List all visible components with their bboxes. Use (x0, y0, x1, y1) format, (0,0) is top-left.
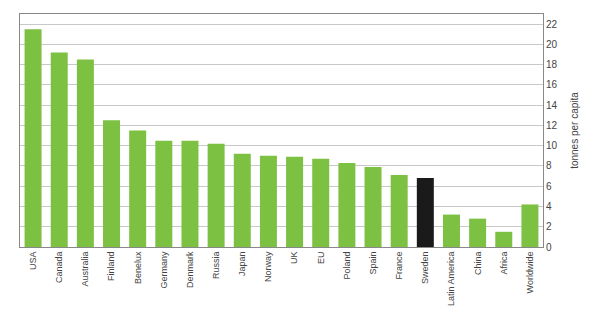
svg-text:6: 6 (546, 181, 552, 192)
svg-text:tonnes per capita: tonnes per capita (569, 92, 580, 169)
svg-text:4: 4 (546, 201, 552, 212)
svg-text:0: 0 (546, 242, 552, 253)
svg-text:France: France (394, 252, 404, 280)
svg-text:USA: USA (28, 252, 38, 271)
svg-text:12: 12 (546, 120, 558, 131)
svg-text:20: 20 (546, 39, 558, 50)
svg-text:Benelux: Benelux (133, 251, 143, 284)
svg-text:Poland: Poland (342, 252, 352, 280)
svg-text:8: 8 (546, 160, 552, 171)
svg-text:EU: EU (316, 252, 326, 265)
svg-text:14: 14 (546, 100, 558, 111)
svg-text:2: 2 (546, 221, 552, 232)
svg-text:16: 16 (546, 79, 558, 90)
svg-text:Germany: Germany (159, 251, 169, 289)
svg-text:10: 10 (546, 140, 558, 151)
svg-text:Russia: Russia (211, 252, 221, 280)
svg-text:Worldwide: Worldwide (525, 252, 535, 294)
svg-text:22: 22 (546, 19, 558, 30)
svg-text:Denmark: Denmark (185, 251, 195, 288)
svg-text:China: China (473, 252, 483, 276)
svg-text:Norway: Norway (263, 251, 273, 282)
svg-text:Africa: Africa (499, 252, 509, 275)
svg-text:Latin America: Latin America (446, 252, 456, 307)
svg-text:Spain: Spain (368, 252, 378, 275)
svg-text:Japan: Japan (237, 252, 247, 277)
svg-text:18: 18 (546, 59, 558, 70)
svg-text:Canada: Canada (54, 252, 64, 284)
svg-text:Finland: Finland (106, 252, 116, 282)
svg-text:Sweden: Sweden (420, 252, 430, 285)
svg-text:UK: UK (290, 252, 300, 265)
svg-text:Australia: Australia (80, 252, 90, 287)
